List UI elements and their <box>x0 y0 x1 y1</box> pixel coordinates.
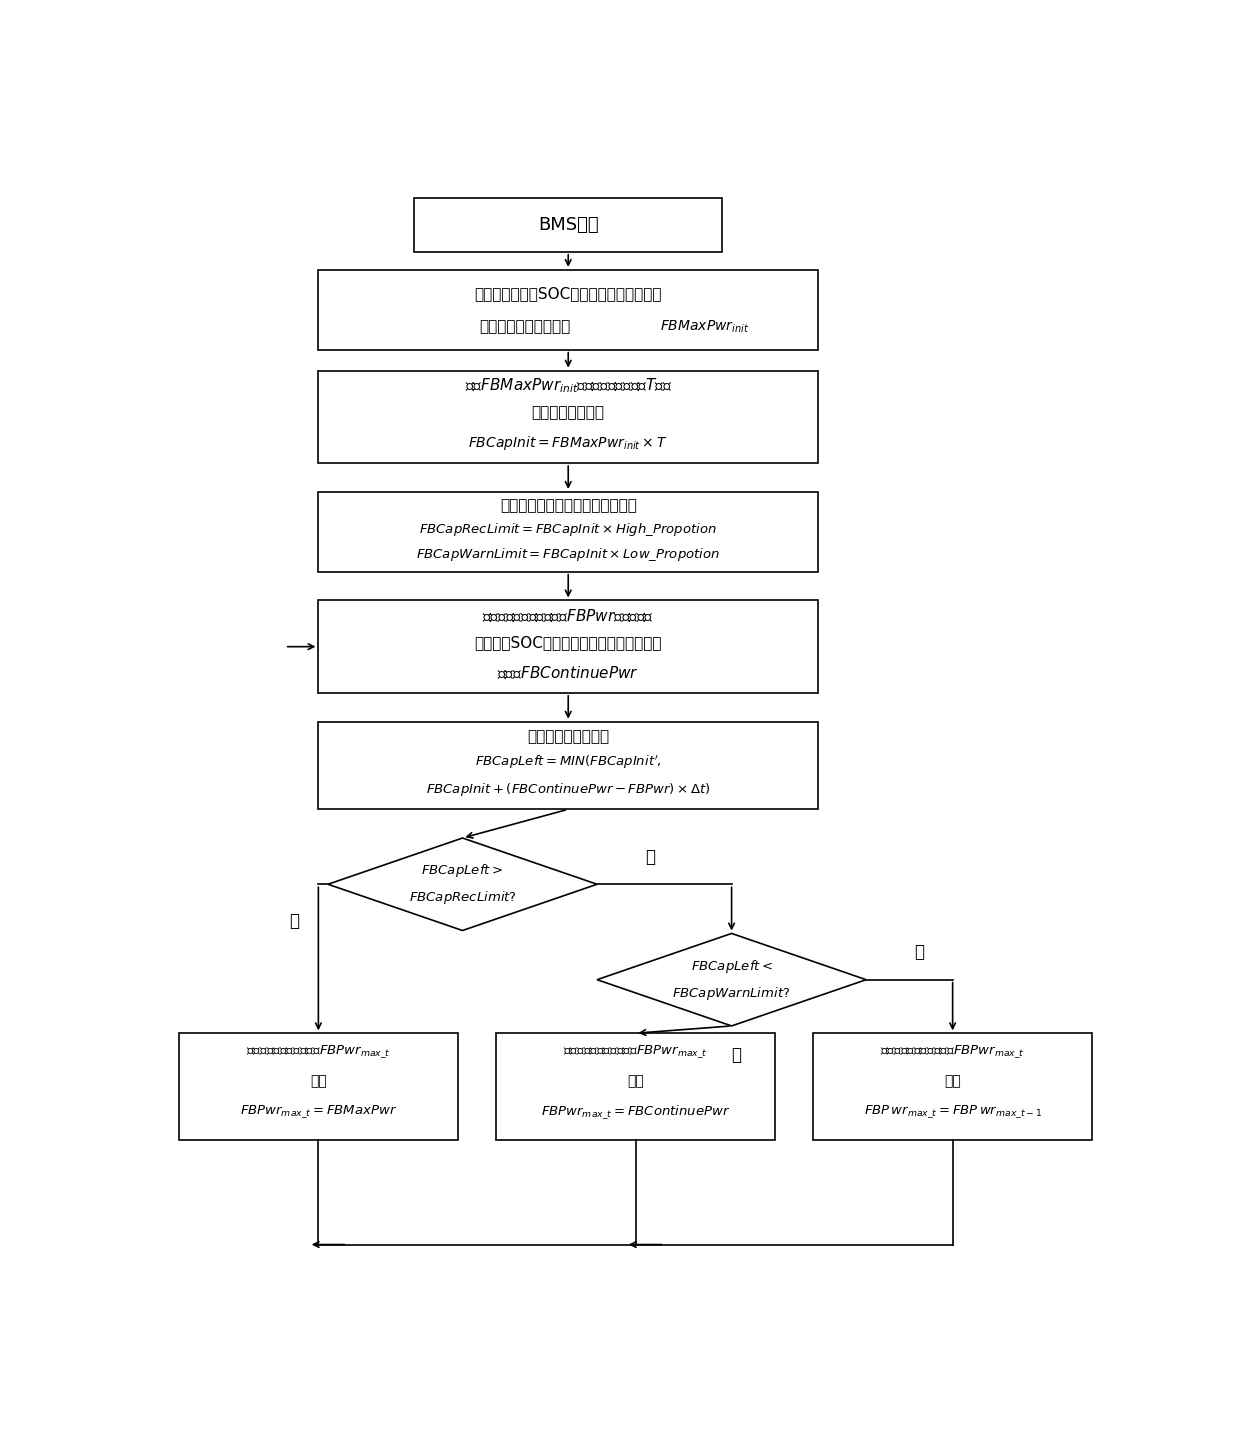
Text: $FBCapLeft<$: $FBCapLeft<$ <box>691 957 773 975</box>
Text: $FBP\,wr_{max\_t} = FBP\,wr_{max\_t-1}$: $FBP\,wr_{max\_t} = FBP\,wr_{max\_t-1}$ <box>863 1103 1042 1120</box>
Text: BMS上电: BMS上电 <box>538 216 599 234</box>
Text: 根据$FBMaxPwr_{init}$和峰值功率持续时间$T$计算: 根据$FBMaxPwr_{init}$和峰值功率持续时间$T$计算 <box>465 376 672 394</box>
Text: $FBPwr_{max\_t} = FBContinuePwr$: $FBPwr_{max\_t} = FBContinuePwr$ <box>541 1103 730 1120</box>
Text: 到此时的峰值回馈功率: 到此时的峰值回馈功率 <box>480 319 570 334</box>
Text: $FBCapRecLimit?$: $FBCapRecLimit?$ <box>408 889 517 906</box>
Text: $FBCapInit + (FBContinuePwr - FBPwr) \times \Delta t)$: $FBCapInit + (FBContinuePwr - FBPwr) \ti… <box>425 782 711 799</box>
Text: 为：: 为： <box>627 1075 644 1087</box>
Text: 放电初始能量为：: 放电初始能量为： <box>532 406 605 420</box>
Text: 是: 是 <box>289 912 299 930</box>
Text: 否: 否 <box>914 943 924 962</box>
Text: 获取车辆的实际回馈功率$FBPwr$，根据当前: 获取车辆的实际回馈功率$FBPwr$，根据当前 <box>482 607 655 624</box>
Text: 为：: 为： <box>310 1075 327 1087</box>
Text: 此时电池的可用回馈功率$FBPwr_{max\_t}$: 此时电池的可用回馈功率$FBPwr_{max\_t}$ <box>563 1043 708 1060</box>
FancyBboxPatch shape <box>319 492 818 572</box>
Text: 计算剩余回馈能量：: 计算剩余回馈能量： <box>527 729 609 743</box>
Text: 是: 是 <box>732 1046 742 1065</box>
FancyBboxPatch shape <box>319 370 818 463</box>
Text: 的温度、SOC查持续回馈功率表得到持续回: 的温度、SOC查持续回馈功率表得到持续回 <box>475 636 662 650</box>
Text: 馈功率$FBContinuePwr$: 馈功率$FBContinuePwr$ <box>497 664 639 682</box>
Text: 此时电池的可用回馈功率$FBPwr_{max\_t}$: 此时电池的可用回馈功率$FBPwr_{max\_t}$ <box>880 1043 1025 1060</box>
Polygon shape <box>596 933 866 1026</box>
FancyBboxPatch shape <box>813 1033 1092 1140</box>
FancyBboxPatch shape <box>496 1033 775 1140</box>
Text: $FBCapWarnLimit = FBCapInit \times Low\_Propotion$: $FBCapWarnLimit = FBCapInit \times Low\_… <box>417 546 720 563</box>
FancyBboxPatch shape <box>319 722 818 809</box>
FancyBboxPatch shape <box>179 1033 458 1140</box>
Text: 根据当前温度、SOC查峰值回馈功率表，得: 根据当前温度、SOC查峰值回馈功率表，得 <box>475 286 662 300</box>
Text: 否: 否 <box>645 847 655 866</box>
Polygon shape <box>327 837 596 930</box>
Text: $FBCapLeft>$: $FBCapLeft>$ <box>422 862 503 879</box>
Text: $FBCapInit = FBMaxPwr_{init} \times T$: $FBCapInit = FBMaxPwr_{init} \times T$ <box>469 434 668 452</box>
FancyBboxPatch shape <box>319 270 818 350</box>
Text: $FBPwr_{max\_t} = FBMaxPwr$: $FBPwr_{max\_t} = FBMaxPwr$ <box>239 1103 397 1120</box>
Text: $FBCapWarnLimit?$: $FBCapWarnLimit?$ <box>672 985 791 1002</box>
FancyBboxPatch shape <box>319 600 818 693</box>
Text: $FBCapLeft = MIN(FBCapInit',$: $FBCapLeft = MIN(FBCapInit',$ <box>475 753 662 772</box>
Text: $FBCapRecLimit = FBCapInit \times High\_Propotion$: $FBCapRecLimit = FBCapInit \times High\_… <box>419 522 717 539</box>
Text: 计算充电恢复能量和充电警告能量: 计算充电恢复能量和充电警告能量 <box>500 497 636 513</box>
Text: 此时电池的可用回馈功率$FBPwr_{max\_t}$: 此时电池的可用回馈功率$FBPwr_{max\_t}$ <box>246 1043 391 1060</box>
Text: $FBMaxPwr_{init}$: $FBMaxPwr_{init}$ <box>660 319 749 334</box>
FancyBboxPatch shape <box>414 199 722 252</box>
Text: 为：: 为： <box>944 1075 961 1087</box>
